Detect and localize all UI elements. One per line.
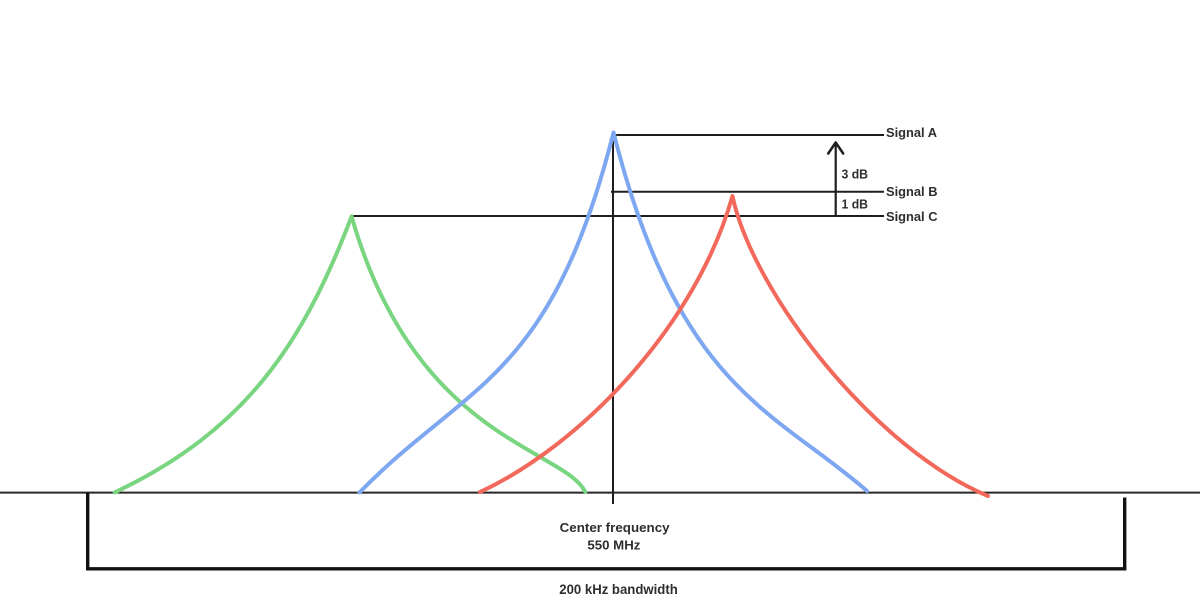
svg-text:Signal C: Signal C (886, 209, 938, 224)
svg-text:Center frequency: Center frequency (560, 520, 671, 535)
svg-text:Signal B: Signal B (886, 184, 938, 199)
svg-text:550 MHz: 550 MHz (587, 538, 640, 553)
svg-text:3 dB: 3 dB (842, 167, 869, 182)
svg-text:Signal A: Signal A (886, 125, 938, 140)
svg-text:1 dB: 1 dB (842, 196, 869, 211)
svg-text:200 kHz bandwidth: 200 kHz bandwidth (559, 581, 678, 597)
